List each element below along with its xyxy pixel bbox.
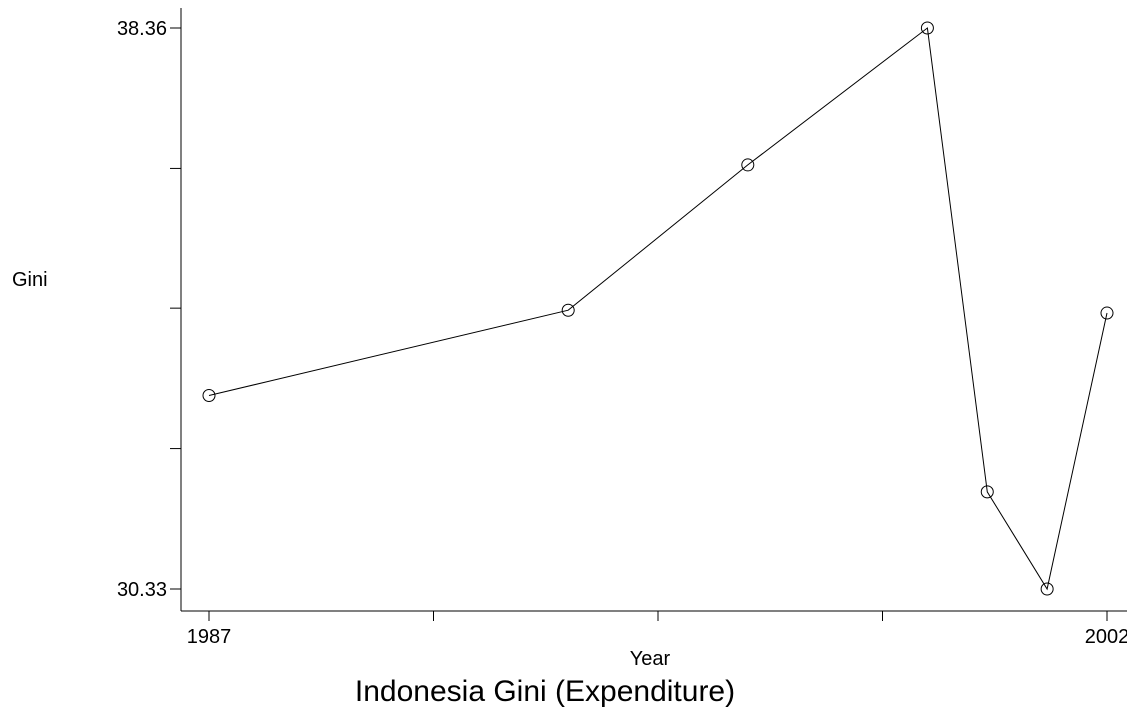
axes [180,8,1127,612]
y-axis-label: Gini [12,269,48,291]
data-point [920,21,934,35]
series [202,21,1114,596]
y-tick-label: 30.33 [117,579,167,601]
data-point [561,303,575,317]
data-point [1040,582,1054,596]
data-point [741,158,755,172]
ticks: 30.33 38.36 1987 2002 [117,18,1127,648]
data-point [202,388,216,402]
chart-title: Indonesia Gini (Expenditure) [355,675,735,708]
data-point [1100,306,1114,320]
data-point [980,485,994,499]
y-tick-label: 38.36 [117,18,167,40]
x-tick-label: 1987 [187,626,232,648]
x-axis-label: Year [630,648,671,670]
series-line [208,27,1108,591]
x-tick-label: 2002 [1085,626,1127,648]
